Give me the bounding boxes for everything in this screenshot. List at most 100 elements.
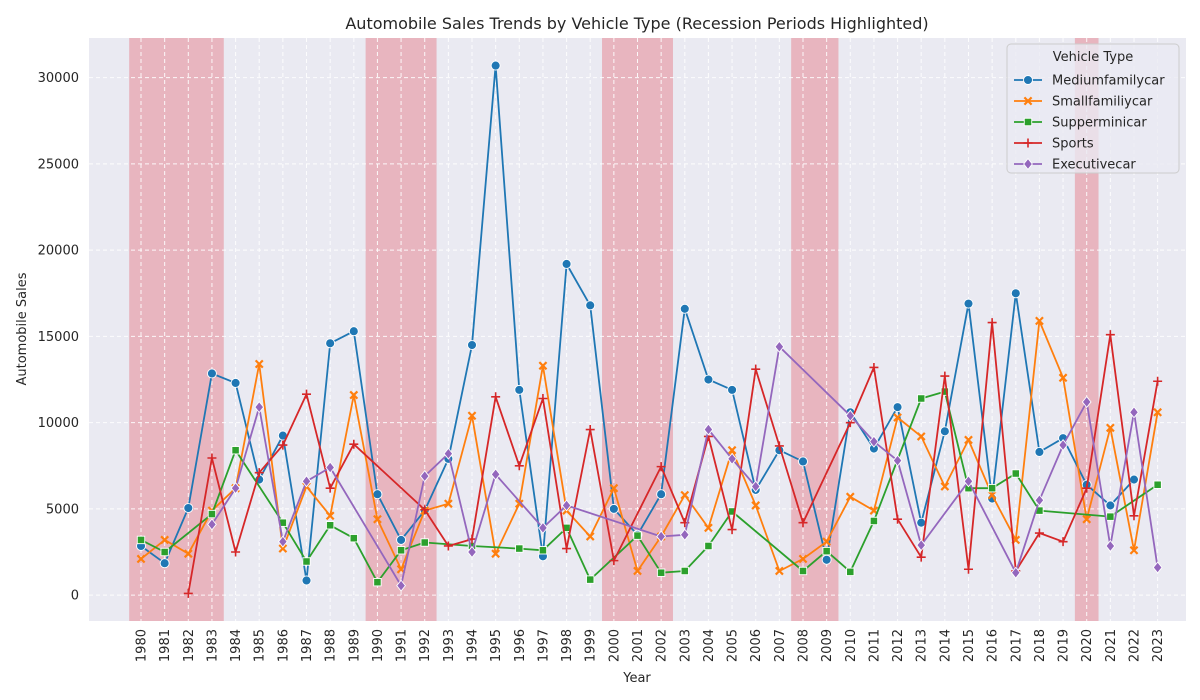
data-point (1082, 514, 1092, 524)
x-tick-label: 1990 (371, 629, 386, 662)
data-point (1058, 438, 1068, 452)
data-point (798, 554, 808, 564)
y-tick-label: 30000 (38, 71, 79, 86)
legend-item: Sports (1014, 137, 1094, 152)
data-point (136, 554, 146, 564)
data-point (1129, 406, 1139, 419)
data-point (325, 461, 336, 474)
data-point (491, 549, 501, 559)
data-point (987, 318, 997, 328)
data-point (774, 441, 784, 451)
legend-label: Smallfamiliycar (1052, 95, 1153, 110)
data-point (703, 423, 714, 436)
y-tick-labels: 0 5000 10000 15000 20000 25000 30000 (38, 71, 79, 603)
data-point (349, 534, 358, 543)
legend-items: Mediumfamilycar Smallfamiliycar Suppermini… (1014, 74, 1165, 173)
data-point (325, 521, 335, 530)
data-point (396, 579, 406, 592)
y-tick-label: 25000 (38, 157, 79, 172)
series-Executivecar (207, 340, 1163, 592)
data-point (467, 340, 477, 350)
data-point (1105, 539, 1116, 553)
x-tick-label: 1991 (395, 629, 410, 662)
x-tick-label: 1983 (205, 629, 220, 662)
data-point (420, 505, 430, 515)
data-point (1034, 494, 1045, 507)
data-point (325, 483, 335, 493)
data-point (987, 484, 997, 493)
data-point (704, 523, 713, 533)
x-tick-label: 1999 (584, 629, 599, 662)
data-point (916, 552, 926, 562)
data-point (325, 338, 336, 349)
data-point (798, 566, 808, 576)
legend-item: Mediumfamilycar (1014, 74, 1165, 89)
data-point (159, 558, 170, 569)
x-tick-label: 1987 (300, 629, 315, 662)
data-point (1082, 483, 1092, 493)
x-tick-label: 1980 (135, 629, 150, 662)
data-point (1105, 330, 1115, 340)
x-tick-label: 2002 (655, 629, 670, 662)
x-tick-label: 2010 (844, 629, 859, 662)
data-point (443, 499, 453, 509)
data-point (302, 389, 312, 399)
data-point (751, 501, 761, 510)
data-point (869, 435, 879, 448)
data-point (845, 409, 856, 422)
data-point (301, 575, 312, 586)
data-point (727, 452, 737, 465)
data-point (1011, 469, 1020, 478)
data-point (1058, 537, 1068, 547)
data-point (656, 462, 666, 472)
data-point (916, 538, 927, 552)
data-point (585, 300, 596, 311)
x-tick-label: 2015 (962, 629, 977, 662)
data-point (608, 503, 619, 514)
data-point (183, 503, 194, 513)
x-tick-label: 2003 (678, 629, 693, 662)
recession-band-3 (791, 38, 839, 621)
data-point (727, 445, 737, 455)
data-point (940, 371, 950, 381)
x-tick-label: 2007 (773, 629, 788, 662)
data-point (490, 60, 501, 71)
x-tick-label: 2008 (796, 629, 811, 662)
data-point (490, 468, 501, 481)
y-tick-label: 5000 (46, 502, 79, 517)
data-point (254, 400, 265, 414)
data-point (515, 544, 524, 553)
data-point (656, 489, 667, 500)
data-point (1152, 561, 1163, 574)
data-point (1035, 316, 1044, 326)
data-point (1105, 423, 1115, 433)
x-tick-label: 2019 (1057, 629, 1072, 662)
x-tick-label: 2014 (938, 629, 953, 662)
x-tick-labels: 1980 1981 1982 1983 1984 1985 1986 1987 1988 1989… (135, 629, 1167, 662)
data-point (751, 364, 761, 374)
data-point (656, 530, 667, 543)
data-point (679, 303, 690, 314)
data-point (1153, 376, 1163, 386)
x-tick-label: 1984 (229, 629, 244, 662)
data-point (963, 564, 973, 574)
data-point (585, 425, 595, 435)
data-point (1153, 407, 1163, 417)
x-tick-label: 1982 (182, 629, 197, 662)
data-point (373, 578, 382, 587)
data-point (491, 392, 501, 402)
data-point (963, 298, 974, 309)
series-lines (136, 60, 1163, 598)
legend-label: Executivecar (1052, 158, 1136, 173)
x-tick-label: 2013 (915, 629, 930, 662)
recession-bands (129, 38, 1099, 621)
data-point (349, 390, 359, 400)
data-point (585, 532, 595, 541)
data-point (1081, 395, 1092, 409)
data-point (916, 517, 927, 528)
data-point (917, 394, 926, 403)
data-point (419, 469, 430, 483)
data-point (207, 518, 217, 531)
data-point (963, 475, 974, 488)
data-point (1105, 500, 1116, 511)
